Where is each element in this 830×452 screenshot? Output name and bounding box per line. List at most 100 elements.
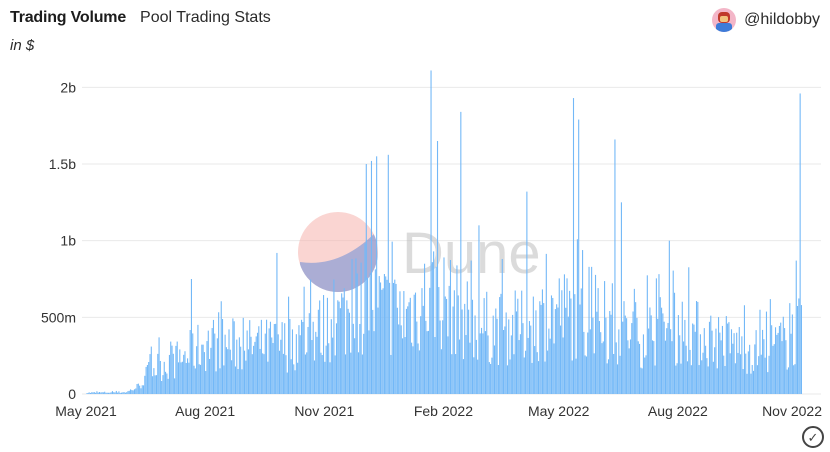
- volume-bar: [144, 375, 146, 394]
- volume-bar: [771, 325, 773, 394]
- volume-bar: [355, 258, 357, 394]
- volume-bar: [172, 353, 174, 394]
- volume-bar: [545, 253, 547, 394]
- volume-bar: [197, 324, 199, 394]
- volume-bar: [522, 323, 524, 394]
- volume-bar: [357, 352, 360, 394]
- volume-bar: [207, 330, 209, 394]
- volume-bar: [740, 354, 742, 394]
- volume-bar: [741, 336, 743, 394]
- volume-bar: [624, 315, 626, 394]
- volume-bar: [412, 346, 414, 394]
- volume-bar: [466, 281, 468, 394]
- volume-bar: [120, 392, 123, 394]
- volume-bar: [503, 329, 505, 394]
- volume-bar: [688, 267, 690, 394]
- volume-bar: [325, 345, 327, 394]
- volume-bar: [773, 344, 775, 394]
- volume-bar: [706, 358, 708, 394]
- volume-bar: [150, 346, 152, 394]
- volume-bar: [563, 274, 565, 394]
- volume-bar: [448, 285, 450, 394]
- volume-bar: [440, 349, 442, 394]
- volume-bar: [155, 375, 158, 394]
- volume-bar: [211, 328, 213, 394]
- volume-bar: [350, 352, 352, 394]
- volume-bar: [636, 317, 638, 394]
- volume-bar: [149, 354, 151, 394]
- volume-bar: [558, 278, 560, 394]
- volume-bar: [800, 305, 802, 394]
- check-circle-icon[interactable]: ✓: [802, 426, 824, 448]
- watermark-circle-blue: [300, 232, 378, 292]
- volume-bar: [348, 312, 350, 394]
- volume-bar: [580, 288, 582, 394]
- volume-bar: [649, 307, 651, 394]
- volume-bar: [642, 334, 644, 394]
- volume-bar: [587, 332, 589, 394]
- volume-bar: [236, 339, 238, 394]
- volume-bar: [477, 359, 479, 394]
- volume-bar: [776, 334, 778, 394]
- volume-bar: [89, 392, 91, 394]
- volume-bar: [468, 309, 470, 394]
- volume-bar: [795, 260, 797, 394]
- volume-bar: [521, 290, 523, 394]
- volume-bar: [762, 329, 764, 394]
- volume-bar: [574, 294, 576, 394]
- volume-bar: [554, 309, 556, 394]
- volume-bar: [219, 368, 221, 394]
- volume-bar: [370, 160, 373, 394]
- volume-bar: [218, 312, 220, 394]
- volume-bar: [434, 337, 436, 394]
- volume-bar: [478, 225, 480, 394]
- volume-bar: [269, 321, 271, 394]
- volume-bar: [389, 282, 391, 394]
- volume-bar: [774, 327, 777, 394]
- volume-bar: [223, 365, 225, 394]
- volume-bar: [732, 343, 734, 394]
- volume-bar: [216, 338, 218, 394]
- volume-bar: [549, 338, 551, 394]
- volume-bar: [106, 392, 108, 394]
- volume-bar: [707, 366, 709, 394]
- volume-bar: [302, 321, 304, 394]
- author-handle[interactable]: @hildobby: [744, 11, 820, 28]
- volume-bar: [653, 341, 655, 394]
- volume-bar: [352, 323, 354, 394]
- volume-bar: [562, 337, 564, 394]
- volume-bar: [167, 378, 169, 394]
- volume-bar: [760, 354, 762, 394]
- volume-bar: [426, 331, 428, 394]
- volume-bar: [530, 325, 532, 394]
- volume-bar: [360, 262, 362, 394]
- author-link[interactable]: @hildobby: [712, 8, 820, 32]
- volume-bar: [333, 279, 335, 394]
- volume-bar: [500, 293, 502, 394]
- volume-bar: [246, 330, 248, 394]
- volume-bar: [633, 288, 635, 394]
- volume-bar: [605, 317, 607, 394]
- volume-bar: [664, 340, 666, 394]
- volume-bar: [492, 315, 494, 394]
- x-tick-label: May 2022: [528, 403, 590, 419]
- volume-bar: [510, 335, 512, 394]
- volume-bar: [576, 239, 578, 394]
- volume-bar: [139, 385, 141, 394]
- volume-bar: [184, 351, 186, 394]
- volume-bar: [566, 278, 568, 394]
- volume-bar: [131, 390, 133, 394]
- volume-bar: [645, 355, 647, 394]
- volume-bar: [96, 391, 98, 394]
- volume-bar: [242, 317, 244, 394]
- volume-bar: [152, 376, 154, 394]
- volume-bar: [394, 279, 396, 394]
- volume-bar: [756, 365, 758, 394]
- volume-bar: [385, 276, 387, 394]
- volume-bar: [504, 326, 506, 394]
- volume-bar: [342, 297, 344, 394]
- volume-bar: [583, 331, 585, 394]
- volume-bar: [276, 252, 278, 394]
- volume-bar: [609, 311, 611, 394]
